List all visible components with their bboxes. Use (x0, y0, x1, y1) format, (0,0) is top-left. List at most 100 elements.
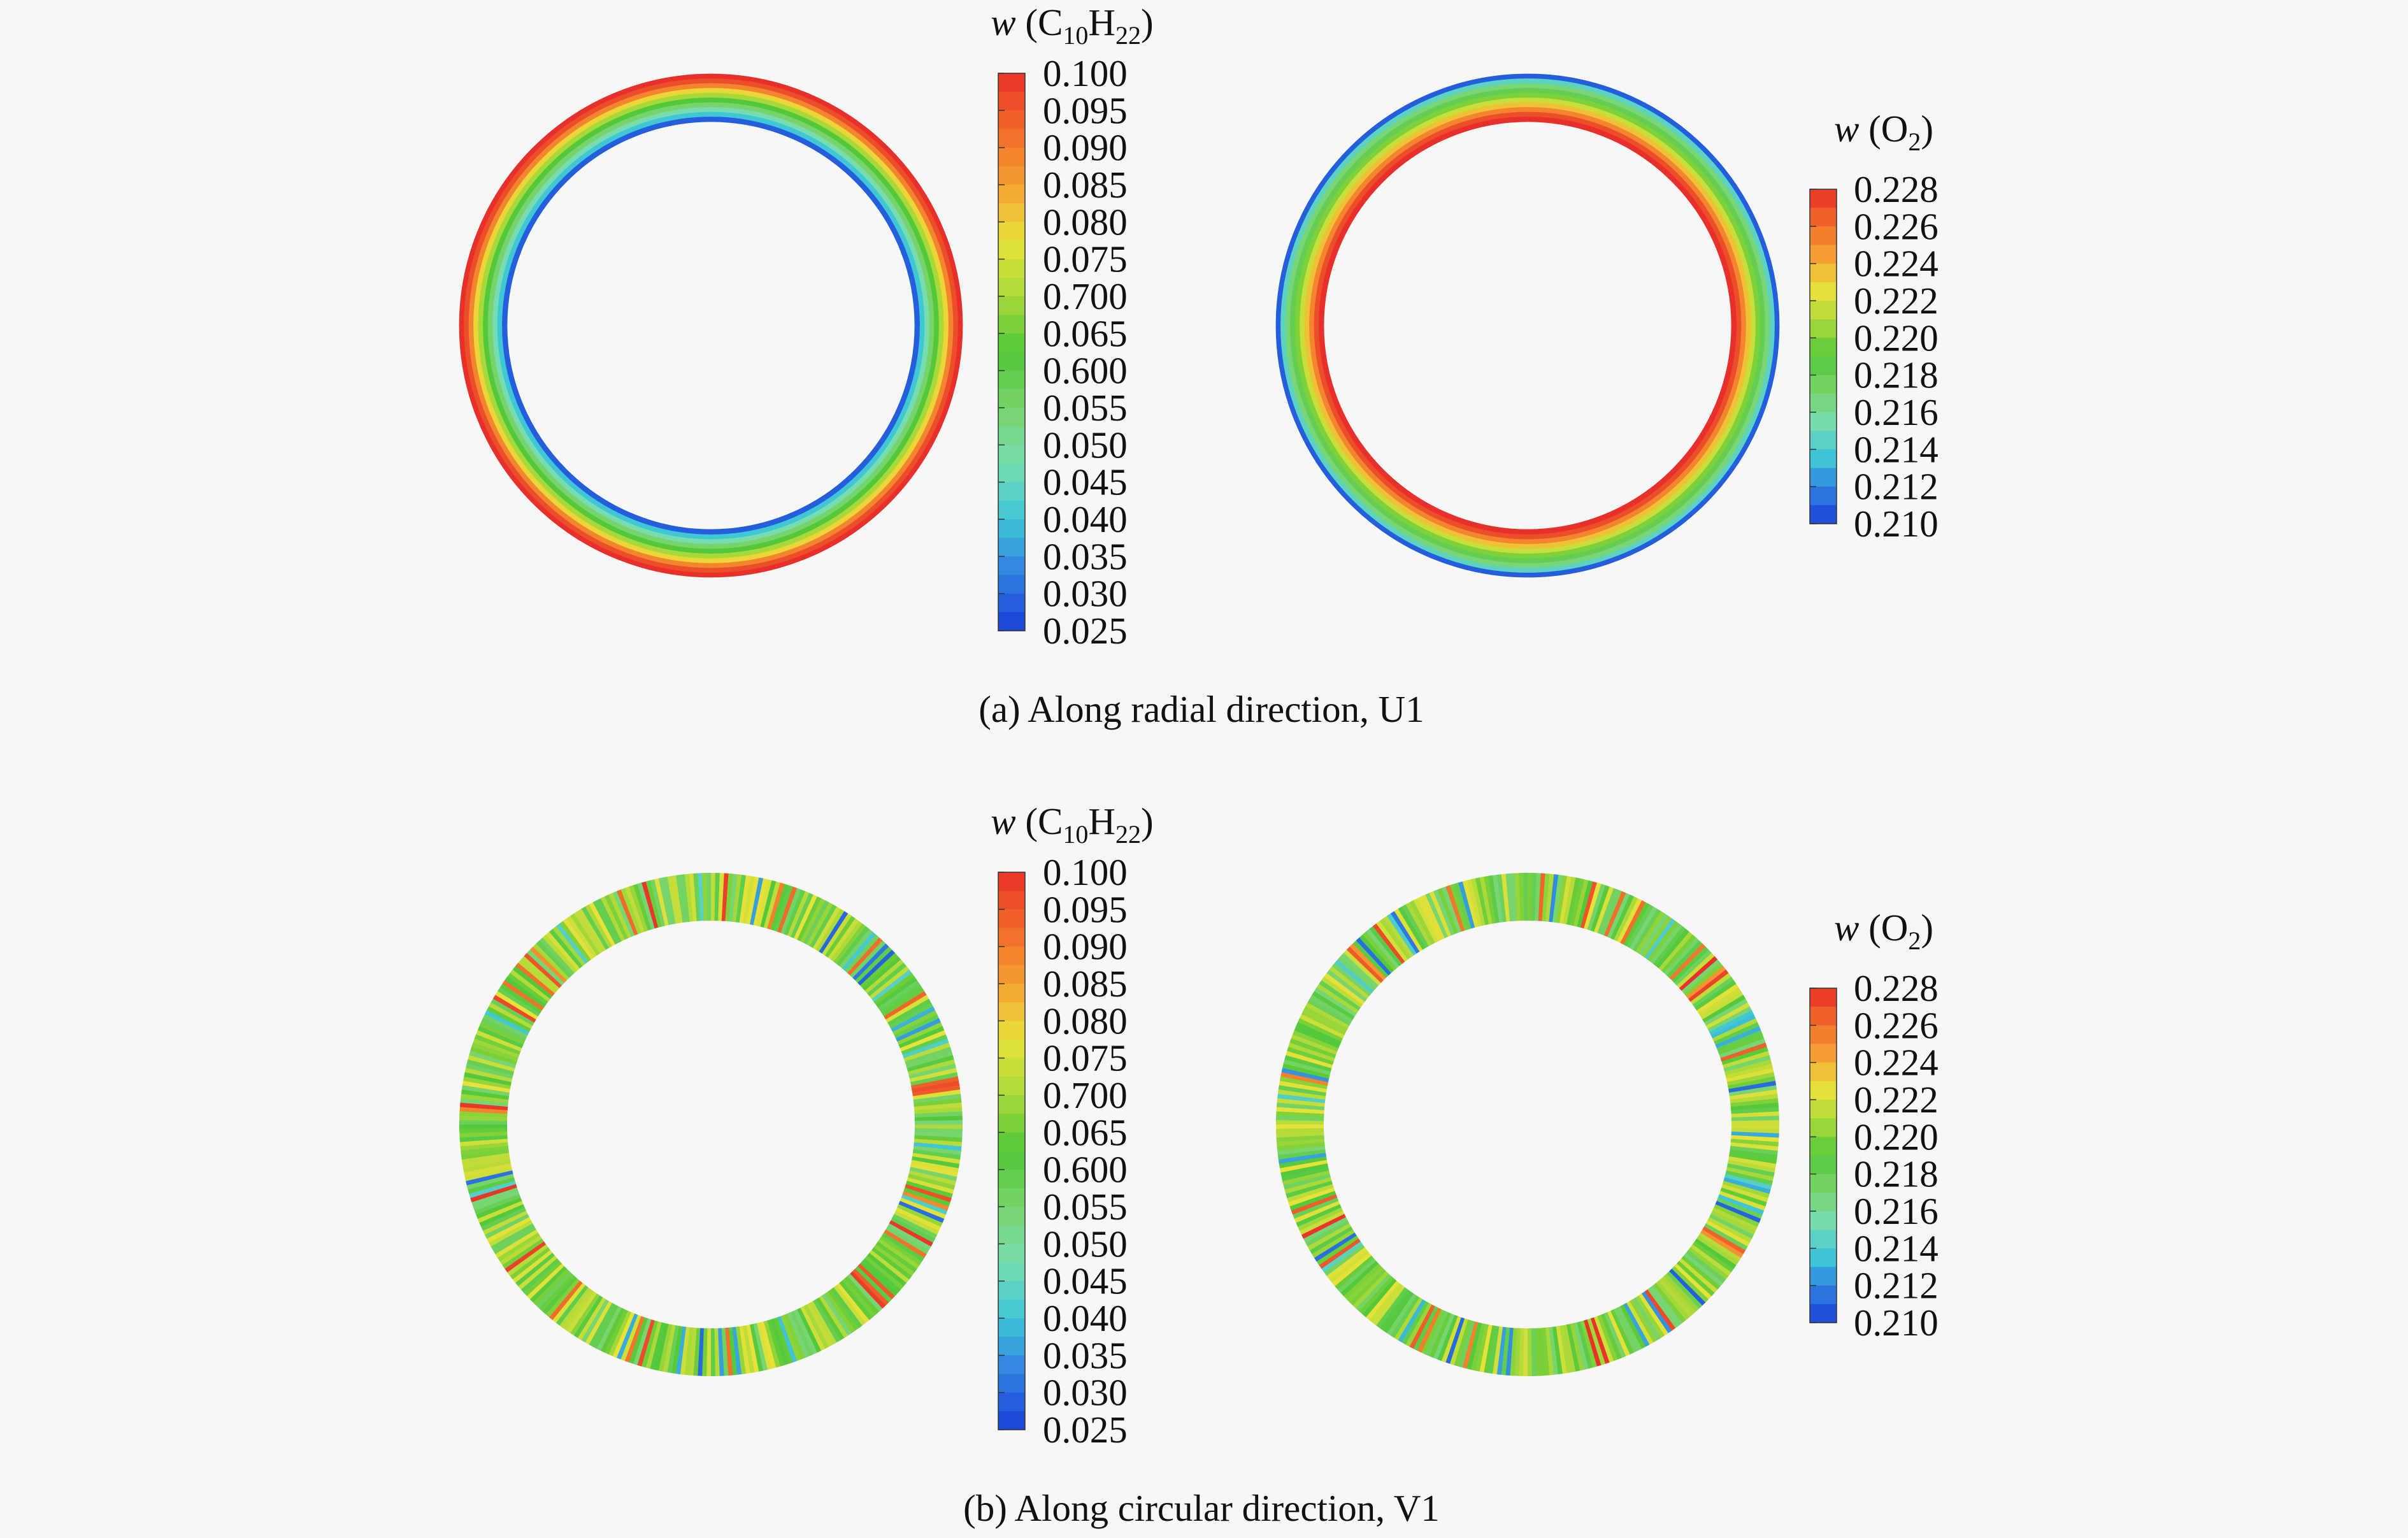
ring-segment (1658, 1278, 1693, 1318)
colorbar-segment (998, 1207, 1025, 1226)
colorbar-tick-label: 0.025 (1043, 1409, 1128, 1451)
ring-segment (1674, 949, 1712, 986)
title-species-part: 2 (1908, 127, 1921, 156)
ring-segment (891, 1006, 936, 1033)
ring-segment (1349, 1268, 1386, 1306)
ring-segment (912, 1156, 960, 1169)
ring-segment (905, 1184, 952, 1203)
ring-segment (529, 1265, 567, 1303)
ring-segment (1594, 886, 1614, 933)
colorbar-segment (1810, 1248, 1837, 1268)
ring-segment (1661, 934, 1696, 974)
ring-segment (1382, 1291, 1414, 1333)
colorbar-segment (998, 909, 1025, 929)
colorbar-tick-label: 0.040 (1043, 498, 1128, 540)
ring-segment (887, 1223, 931, 1251)
ring-segment (833, 1285, 866, 1326)
ring-segment (1613, 1307, 1638, 1353)
ring-segment (1281, 1067, 1329, 1082)
ring-segment (495, 1229, 538, 1258)
ring-segment (476, 1197, 522, 1219)
ring-segment (524, 1260, 562, 1297)
colorbar-segment (998, 1411, 1025, 1430)
ring-segment (896, 1018, 942, 1042)
ring-segment (1401, 1300, 1429, 1345)
ring-segment (867, 963, 907, 996)
ring-segment (524, 952, 563, 988)
colorbar-tick-label: 0.212 (1854, 1265, 1939, 1307)
ring-band (459, 73, 963, 578)
colorbar-segment (998, 92, 1025, 111)
ring-segment (1493, 874, 1503, 923)
colorbar-c10h22: 0.1000.0950.0900.0850.0800.0750.7000.065… (991, 800, 1153, 1451)
ring-segment (770, 884, 789, 931)
ring-segment (1301, 1213, 1346, 1239)
colorbar-tick-label: 0.600 (1043, 1149, 1128, 1191)
colorbar-segment (998, 1132, 1025, 1152)
ring-segment (753, 1323, 768, 1371)
colorbar-tick-label: 0.210 (1854, 503, 1939, 545)
ring-segment (1314, 1232, 1357, 1262)
ring-segment (718, 873, 725, 921)
ring-segment (828, 918, 859, 960)
ring-segment (1276, 1110, 1324, 1118)
ring-segment (908, 1059, 956, 1076)
ring-segment (1509, 1328, 1517, 1376)
ring-segment (1668, 1268, 1706, 1306)
colorbar-tick-label: 0.214 (1854, 1227, 1939, 1269)
ring-segment (1514, 1328, 1521, 1376)
ring-segment (1471, 878, 1486, 926)
ring-segment (1462, 1321, 1479, 1369)
colorbar-tick-label: 0.055 (1043, 1186, 1128, 1228)
ring-segment (784, 889, 806, 936)
ring-segment (617, 889, 638, 936)
ring-segment (1475, 1323, 1489, 1372)
colorbar-segment (998, 389, 1025, 408)
ring-band (478, 92, 944, 559)
ring-segment (480, 1207, 526, 1231)
ring-segment (1707, 1006, 1752, 1033)
ring-segment (663, 876, 676, 924)
colorbar-tick-label: 0.210 (1854, 1302, 1939, 1344)
ring-segment (812, 1299, 841, 1343)
ring-segment (773, 1317, 793, 1364)
colorbar-tick-label: 0.035 (1043, 1334, 1128, 1376)
ring-segment (1417, 896, 1442, 942)
ring-segment (1704, 998, 1748, 1026)
title-paren: ( (1016, 800, 1038, 842)
ring-segment (877, 1238, 920, 1270)
ring-segment (1714, 1204, 1759, 1228)
ring-segment (732, 1326, 742, 1375)
ring-segment (1647, 921, 1680, 962)
ring-segment (1466, 879, 1482, 927)
colorbar-segment (998, 185, 1025, 204)
title-variable: w (991, 800, 1015, 842)
ring-segment (1335, 1255, 1374, 1290)
title-species-part: 2 (1908, 926, 1921, 955)
ring-segment (1287, 1184, 1334, 1203)
ring-segment (637, 882, 656, 930)
ring-segment (1725, 1170, 1773, 1186)
ring-segment (502, 1238, 544, 1269)
ring-segment (1671, 1266, 1709, 1303)
colorbar-segment (1810, 1211, 1837, 1230)
ring-contour-c10h22 (459, 73, 963, 578)
ring-segment (459, 1135, 508, 1142)
ring-segment (891, 1217, 935, 1243)
ring-segment (1597, 888, 1619, 935)
ring-segment (750, 877, 764, 926)
ring-segment (498, 987, 540, 1017)
ring-segment (871, 1247, 912, 1280)
ring-segment (463, 1076, 511, 1089)
ring-segment (1405, 902, 1433, 947)
ring-segment (912, 1089, 961, 1100)
ring-segment (1710, 1211, 1756, 1235)
ring-segment (714, 1328, 720, 1376)
ring-segment (1289, 1190, 1337, 1211)
title-paren: ) (1921, 108, 1933, 150)
ring-segment (684, 873, 694, 922)
colorbar-tick-label: 0.226 (1854, 1004, 1939, 1046)
ring-segment (1632, 909, 1661, 952)
ring-segment (589, 902, 616, 947)
ring-segment (461, 1089, 510, 1100)
